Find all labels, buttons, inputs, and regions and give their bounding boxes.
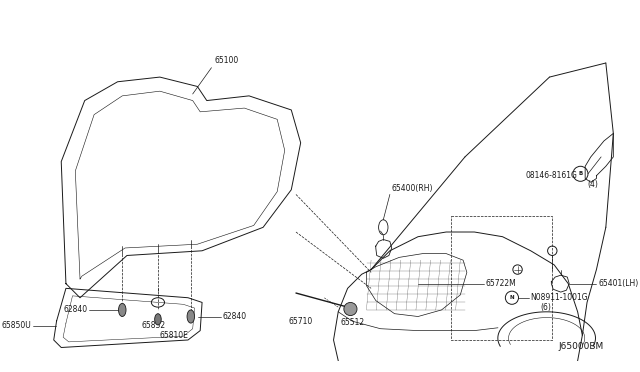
Text: 65710: 65710	[289, 317, 313, 326]
Text: 62840: 62840	[223, 312, 247, 321]
Bar	[451, 216, 552, 340]
Text: 08146-8161G: 08146-8161G	[526, 171, 578, 180]
Text: 65401(LH): 65401(LH)	[598, 279, 639, 288]
Text: 65850U: 65850U	[1, 321, 31, 330]
Text: 65832: 65832	[141, 321, 165, 330]
Ellipse shape	[118, 304, 126, 317]
Text: 65512: 65512	[340, 318, 364, 327]
Text: 65400(RH): 65400(RH)	[392, 183, 433, 193]
Text: (4): (4)	[587, 180, 598, 189]
Text: 65722M: 65722M	[486, 279, 516, 288]
Ellipse shape	[187, 310, 195, 323]
Text: (6): (6)	[540, 303, 551, 312]
Text: J65000BM: J65000BM	[559, 342, 604, 351]
Text: 65810E: 65810E	[160, 331, 189, 340]
Text: N08911-1001G: N08911-1001G	[531, 293, 588, 302]
Circle shape	[344, 302, 357, 315]
Ellipse shape	[155, 314, 161, 325]
Text: N: N	[509, 295, 514, 300]
Text: 62840: 62840	[63, 305, 88, 314]
Text: 65100: 65100	[214, 56, 239, 65]
Text: B: B	[579, 171, 582, 176]
